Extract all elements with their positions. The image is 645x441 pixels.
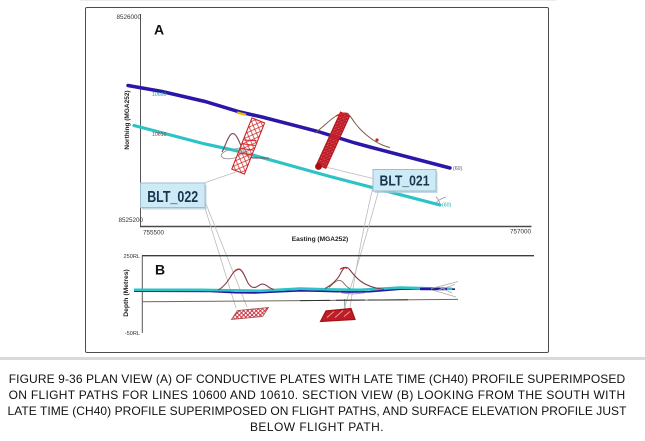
- svg-text:250RL: 250RL: [124, 254, 140, 260]
- svg-text:-50RL: -50RL: [125, 331, 140, 337]
- svg-text:8525200: 8525200: [118, 217, 143, 224]
- svg-text:10600: 10600: [152, 92, 167, 98]
- svg-text:(60): (60): [442, 203, 451, 209]
- svg-text:8526000: 8526000: [116, 14, 141, 21]
- svg-text:755500: 755500: [143, 230, 165, 237]
- svg-text:757000: 757000: [510, 229, 532, 236]
- svg-text:BLT_022: BLT_022: [147, 189, 198, 206]
- svg-text:B: B: [155, 262, 165, 278]
- svg-text:A: A: [154, 22, 164, 38]
- svg-text:Easting (MGA252): Easting (MGA252): [292, 236, 348, 243]
- svg-text:BLT_021: BLT_021: [380, 174, 430, 190]
- svg-text:10610: 10610: [152, 132, 167, 138]
- svg-text:Depth (Metres): Depth (Metres): [123, 269, 130, 317]
- svg-text:Northing (MGA252): Northing (MGA252): [124, 90, 131, 149]
- svg-text:(60): (60): [453, 166, 462, 172]
